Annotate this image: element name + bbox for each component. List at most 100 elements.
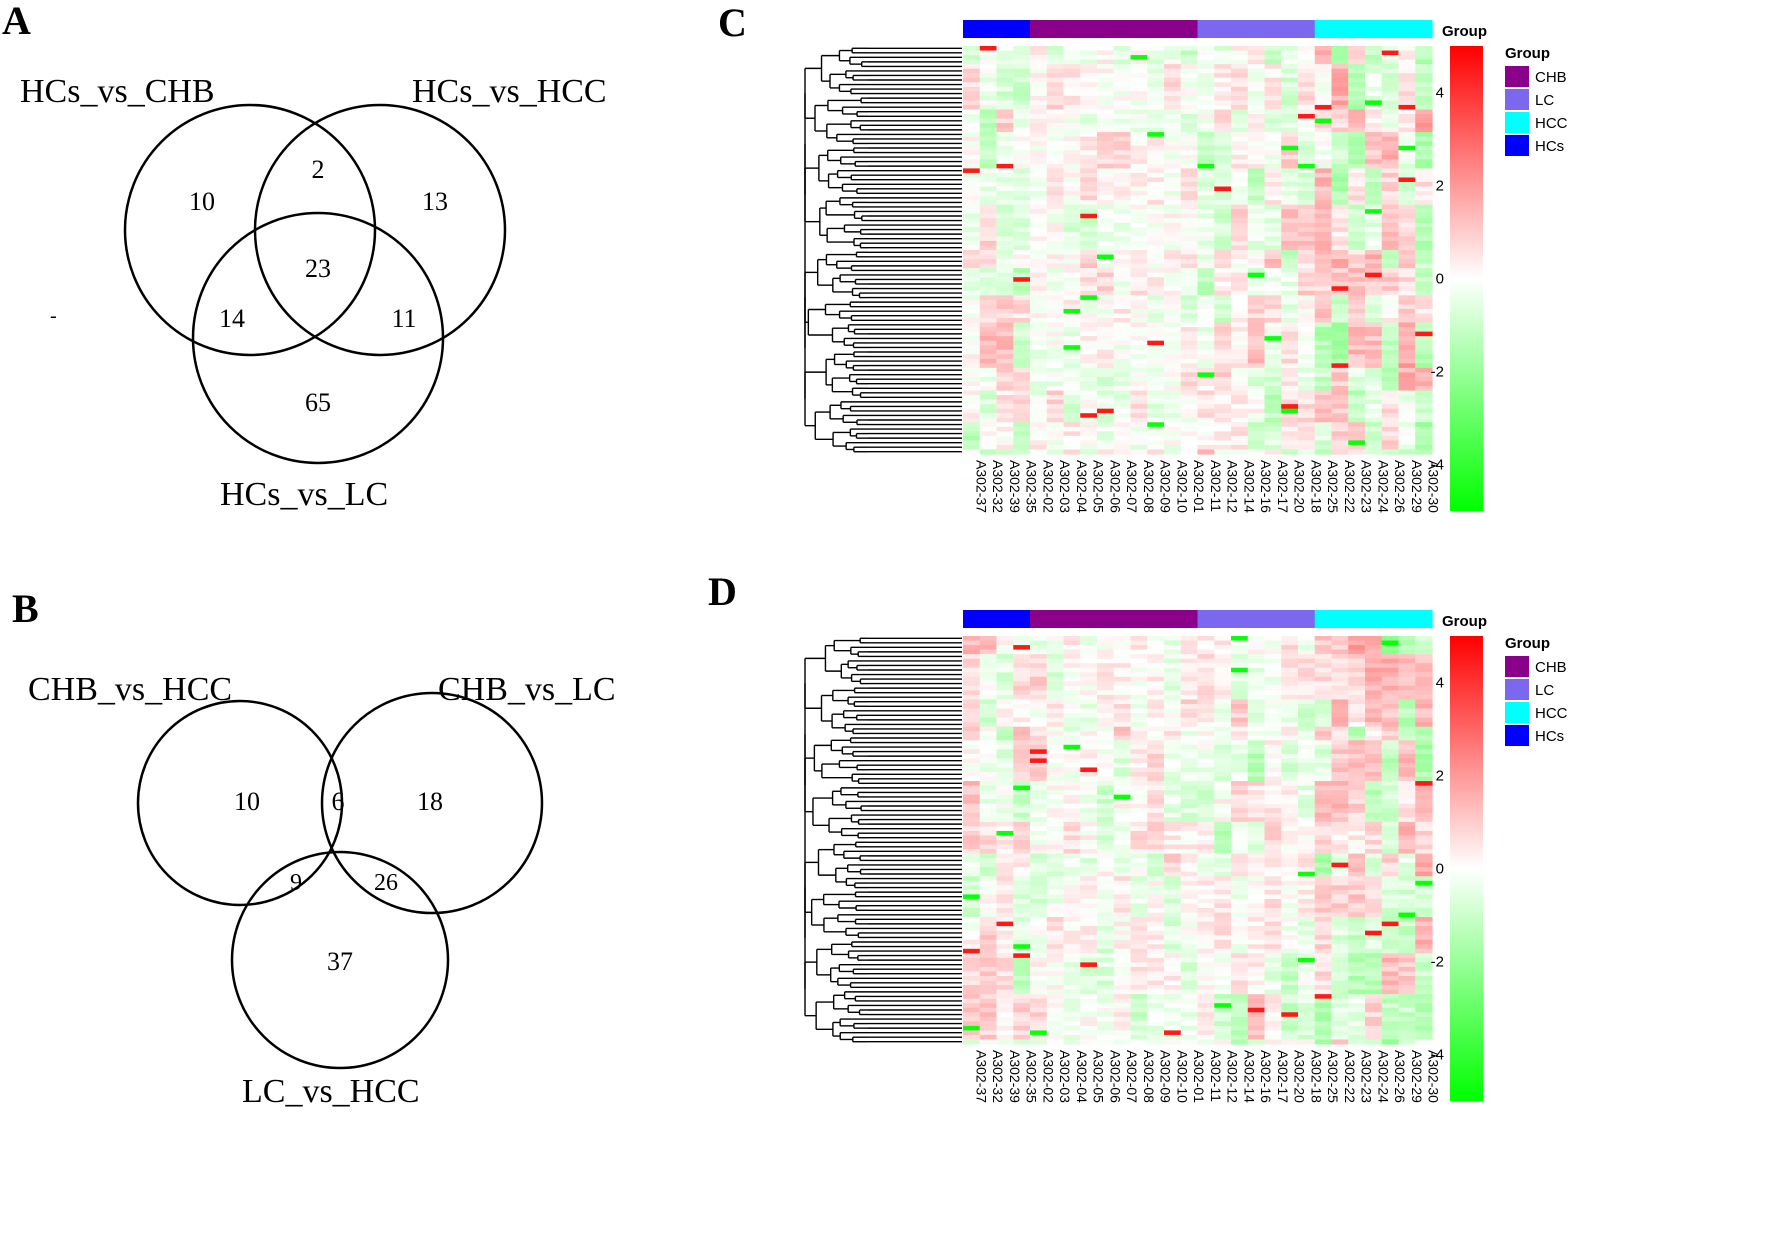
heatmap-cell [1046,835,1065,841]
heatmap-cell [1298,204,1316,210]
heatmap-cell [1180,917,1199,923]
heatmap-cell [1331,336,1349,342]
heatmap-cell [963,667,981,673]
heatmap-cell [1264,168,1282,174]
heatmap-cell [1197,127,1215,133]
heatmap-cell [1214,858,1232,864]
heatmap-cell [1046,91,1065,97]
heatmap-cell [1331,204,1349,210]
heatmap-cell [963,812,981,818]
heatmap-cell [1331,159,1349,165]
heatmap-cell [1080,50,1098,56]
heatmap-cell [963,363,981,369]
heatmap-cell [1398,817,1416,823]
heatmap-cell [979,449,998,455]
heatmap-cell [1398,222,1416,228]
heatmap-cell [1415,55,1433,61]
heatmap-cell [1314,935,1333,941]
heatmap-cell [1398,336,1416,342]
heatmap-cell [1214,672,1232,678]
heatmap-cell [1130,114,1148,120]
heatmap-cell [1298,885,1316,891]
heatmap-cell [1298,168,1316,174]
heatmap-cell [1214,295,1232,301]
heatmap-cell [963,417,981,423]
heatmap-cell [1398,390,1416,396]
heatmap-cell [996,250,1014,256]
heatmap-cell [1063,785,1081,791]
heatmap-cell [1113,645,1132,651]
heatmap-cell [1331,354,1349,360]
heatmap-cell [1013,281,1031,287]
heatmap-cell [1164,363,1182,369]
heatmap-cell [1348,790,1366,796]
heatmap-cell [1281,222,1299,228]
heatmap-cell [1314,672,1333,678]
heatmap-cell [963,195,981,201]
heatmap-cell [1113,358,1132,364]
heatmap-cell [1164,753,1182,759]
heatmap-cell [1348,740,1366,746]
heatmap-cell [1147,676,1165,682]
heatmap-cell [1013,154,1031,160]
heatmap-cell [1197,86,1215,92]
heatmap-cell [1415,136,1433,142]
heatmap-cell [1247,431,1266,437]
heatmap-cell [1365,376,1383,383]
heatmap-cell [1398,708,1416,714]
heatmap-cell [1348,681,1366,687]
heatmap-cell [1314,390,1333,396]
heatmap-cell [1046,413,1065,419]
heatmap-cell [1231,676,1249,682]
heatmap-cell [1314,894,1333,900]
heatmap-cell [1197,753,1215,759]
heatmap-cell [1197,163,1215,169]
heatmap-cell [1231,367,1249,373]
heatmap-cell [1180,862,1199,868]
heatmap-cell [1030,390,1048,396]
heatmap-cell [1348,109,1366,115]
heatmap-cell [1214,100,1232,106]
heatmap-cell [1415,894,1433,900]
heatmap-cell [1013,735,1031,741]
heatmap-cell [979,944,998,950]
heatmap-cell [1365,953,1383,959]
heatmap-cell [1231,440,1249,446]
heatmap-cell [1365,762,1383,769]
heatmap-cell [1080,168,1098,174]
heatmap-cell [1080,731,1098,737]
heatmap-cell [1063,926,1081,932]
heatmap-cell [1381,912,1400,918]
heatmap-cell [1013,127,1031,133]
heatmap-cell [1365,944,1383,950]
heatmap-cell [1264,667,1282,673]
heatmap-cell [1365,358,1383,364]
heatmap-cell [996,849,1014,855]
heatmap-cell [1298,948,1316,954]
heatmap-cell [979,68,998,74]
heatmap-cell [1080,304,1098,310]
heatmap-cell [1147,46,1165,52]
heatmap-cell [1247,168,1266,174]
heatmap-cell [1314,880,1333,886]
heatmap-cell [1180,803,1199,809]
heatmap-cell [1030,95,1048,101]
heatmap-cell [1013,82,1031,88]
group-bar-cell [1097,20,1115,38]
heatmap-cell [1381,204,1400,210]
heatmap-cell [1180,376,1199,383]
heatmap-cell [1231,681,1249,687]
heatmap-cell [1331,222,1349,228]
group-bar-label: Group [1442,23,1487,40]
heatmap-cell [1231,826,1249,832]
heatmap-cell [1097,803,1115,809]
heatmap-cell [1381,449,1400,455]
heatmap-cell [996,118,1014,124]
heatmap-cell [1013,417,1031,423]
heatmap-cell [1348,186,1366,192]
heatmap-cell [1197,399,1215,405]
heatmap-cell [1348,114,1366,120]
heatmap-cell [1214,876,1232,882]
heatmap-cell [979,844,998,850]
heatmap-cell [1147,681,1165,687]
